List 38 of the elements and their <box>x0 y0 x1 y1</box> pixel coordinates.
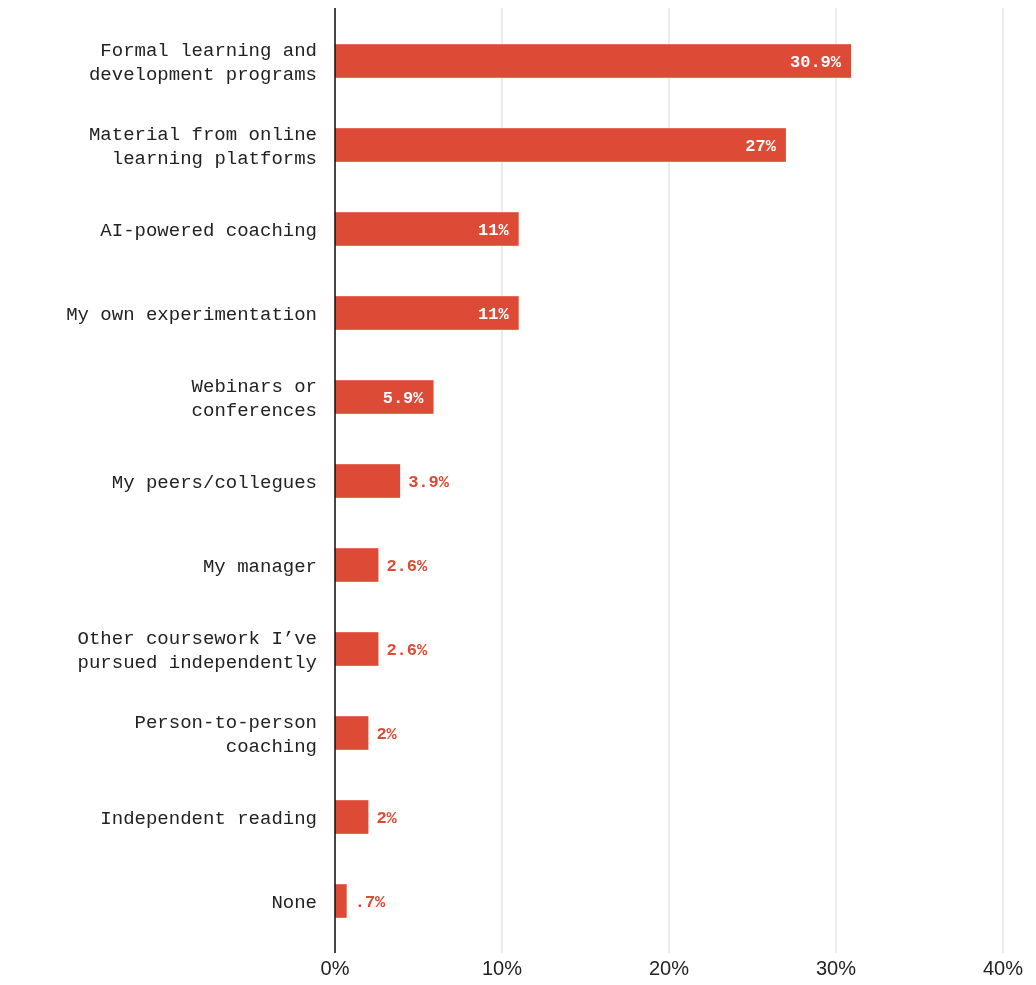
data-label: 3.9% <box>408 472 450 492</box>
data-label: 11% <box>478 220 510 240</box>
y-tick-label: My peers/collegues <box>111 471 317 494</box>
data-label: 11% <box>478 304 510 324</box>
x-tick-label: 30% <box>815 957 857 979</box>
data-label: .7% <box>354 892 387 912</box>
data-label: 27% <box>745 136 777 156</box>
y-tick-label: Other coursework I’ve pursued independently <box>77 627 317 674</box>
bar <box>335 464 401 498</box>
x-tick-label: 0% <box>320 957 350 979</box>
bar <box>335 380 434 414</box>
data-label: 2.6% <box>386 640 429 660</box>
bar <box>335 128 786 162</box>
y-tick-label: Person-to-person coaching <box>134 711 317 758</box>
data-label: 30.9% <box>790 52 842 72</box>
y-tick-label: Independent reading <box>100 807 317 830</box>
data-label: 5.9% <box>382 388 425 408</box>
bar <box>335 212 519 246</box>
y-tick-label: My manager <box>202 555 317 578</box>
y-tick-label: None <box>271 891 317 914</box>
y-tick-label: Webinars or conferences <box>191 375 317 422</box>
y-tick-label: AI-powered coaching <box>100 219 317 242</box>
x-tick-label: 10% <box>481 957 523 979</box>
bar <box>335 548 379 582</box>
y-tick-label: Formal learning and development programs <box>88 39 317 86</box>
bar <box>335 296 519 330</box>
x-tick-label: 40% <box>982 957 1024 979</box>
x-tick-label: 20% <box>648 957 690 979</box>
data-label: 2% <box>376 808 398 828</box>
bar <box>335 632 379 666</box>
bar <box>335 800 369 834</box>
bar <box>335 884 347 918</box>
y-tick-label: My own experimentation <box>66 303 317 326</box>
y-tick-label: Material from online learning platforms <box>88 123 317 170</box>
bar <box>335 44 852 78</box>
data-label: 2.6% <box>386 556 429 576</box>
data-label: 2% <box>376 724 398 744</box>
bar <box>335 716 369 750</box>
